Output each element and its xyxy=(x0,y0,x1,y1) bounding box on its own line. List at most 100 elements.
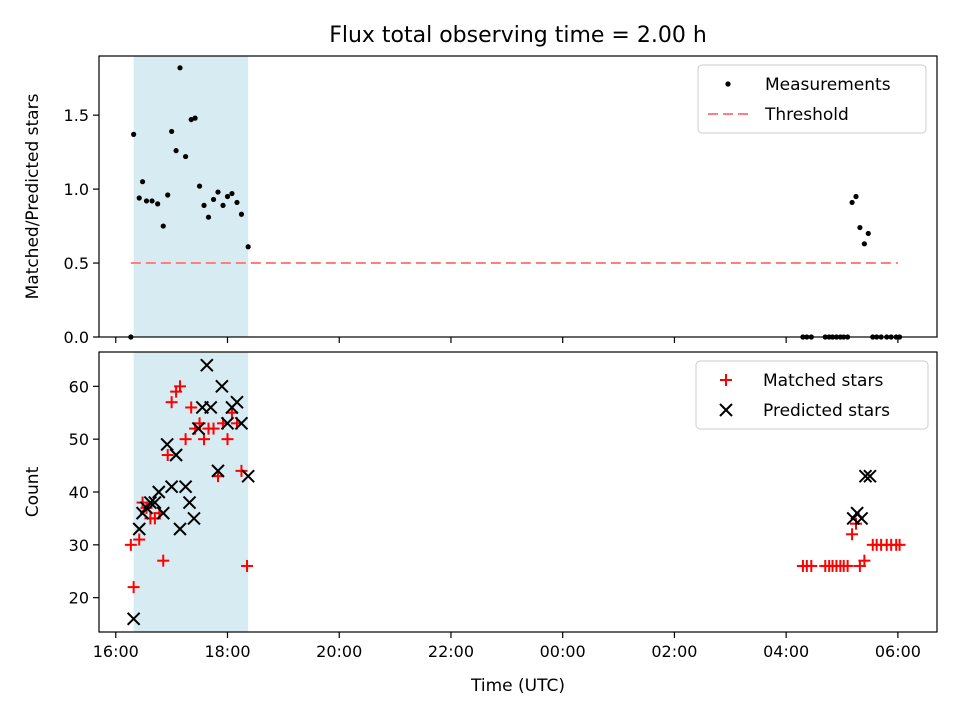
top-panel: 0.0 0.5 1.0 1.5 Matched/Predicted stars Mea… xyxy=(23,55,938,347)
x-axis-label: Time (UTC) xyxy=(470,676,565,696)
matched-star-point xyxy=(235,464,248,477)
matched-star-point xyxy=(174,380,187,393)
predicted-stars-points xyxy=(126,358,877,626)
legend-marker-matched xyxy=(720,374,732,386)
measurement-point xyxy=(205,214,212,220)
legend-marker-measurements xyxy=(725,81,731,87)
measurement-point xyxy=(849,199,855,206)
y-tick-label: 60 xyxy=(69,377,89,396)
measurement-point xyxy=(853,193,859,200)
predicted-star-point xyxy=(152,485,166,499)
measurement-point xyxy=(229,190,235,197)
x-tick-label: 20:00 xyxy=(316,642,362,661)
predicted-star-point xyxy=(182,495,197,510)
y-axis-label-top: Matched/Predicted stars xyxy=(23,93,43,299)
matched-star-point xyxy=(124,538,137,551)
matched-star-point xyxy=(241,559,254,572)
measurement-point xyxy=(861,241,867,247)
legend-label-measurements: Measurements xyxy=(765,75,891,95)
predicted-star-point xyxy=(854,511,869,526)
matched-star-point xyxy=(893,538,906,551)
legend-box-top xyxy=(697,64,927,134)
measurement-point xyxy=(143,198,150,204)
y-axis-top: 0.0 0.5 1.0 1.5 xyxy=(64,106,99,347)
matched-star-point xyxy=(858,554,871,567)
measurement-point xyxy=(131,131,137,137)
measurement-point xyxy=(234,199,240,206)
predicted-star-point xyxy=(241,469,255,483)
measurement-point xyxy=(245,244,251,250)
y-tick-label: 0.5 xyxy=(64,254,89,273)
predicted-star-point xyxy=(187,511,201,526)
predicted-star-point xyxy=(215,379,229,394)
matched-star-point xyxy=(805,559,818,572)
y-tick-label: 50 xyxy=(69,430,89,449)
predicted-star-point xyxy=(160,437,174,452)
measurement-point xyxy=(160,223,166,229)
predicted-star-point xyxy=(211,464,225,478)
matched-star-point xyxy=(179,433,192,446)
measurement-point xyxy=(139,179,146,185)
predicted-star-point xyxy=(169,448,183,462)
x-tick-label: 06:00 xyxy=(875,642,921,661)
x-tick-label: 02:00 xyxy=(651,642,697,661)
measurement-point xyxy=(215,189,221,195)
matched-star-point xyxy=(161,449,174,462)
bottom-panel: 20 30 40 50 60 16:00 18:00 20:00 22:00 00:00 02:0… xyxy=(23,351,938,696)
measurement-point xyxy=(182,153,189,160)
measurement-point xyxy=(149,198,155,204)
measurement-point xyxy=(210,196,217,203)
legend-box-bottom xyxy=(695,360,929,430)
predicted-star-point xyxy=(126,612,141,626)
matched-star-point xyxy=(221,433,234,446)
measurement-points xyxy=(128,65,903,340)
predicted-star-point xyxy=(148,495,162,510)
measurement-point xyxy=(865,230,871,237)
measurement-point xyxy=(238,211,245,217)
x-tick-label: 22:00 xyxy=(428,642,474,661)
x-axis-ticks-top xyxy=(115,337,899,343)
measurement-point xyxy=(188,116,194,123)
measurement-point xyxy=(177,65,183,71)
x-tick-label: 00:00 xyxy=(540,642,586,661)
legend-label-threshold: Threshold xyxy=(764,105,849,125)
y-tick-label: 40 xyxy=(69,483,89,502)
predicted-star-point xyxy=(230,395,244,409)
measurement-point xyxy=(201,202,207,208)
measurement-point xyxy=(136,195,142,201)
measurement-point xyxy=(196,183,203,189)
legend-marker-predicted xyxy=(719,403,733,417)
plot-frame-top xyxy=(98,55,938,338)
predicted-star-point xyxy=(220,416,235,431)
predicted-star-point xyxy=(204,400,218,415)
chart-title: Flux total observing time = 2.00 h xyxy=(329,23,707,48)
y-tick-label: 30 xyxy=(69,536,89,555)
y-axis-bottom: 20 30 40 50 60 xyxy=(69,377,99,608)
matched-star-point xyxy=(165,396,178,409)
predicted-star-point xyxy=(200,358,214,372)
matched-star-point xyxy=(133,533,146,546)
predicted-star-point xyxy=(178,480,193,494)
measurement-point xyxy=(192,115,198,121)
matched-star-point xyxy=(127,581,140,594)
legend-top: Measurements Threshold xyxy=(697,64,927,134)
legend-label-predicted: Predicted stars xyxy=(763,401,890,421)
predicted-star-point xyxy=(143,495,158,510)
x-tick-label: 18:00 xyxy=(204,642,250,661)
predicted-star-point xyxy=(132,522,146,536)
measurement-point xyxy=(165,192,171,198)
y-tick-label: 1.5 xyxy=(64,106,89,125)
legend-label-matched: Matched stars xyxy=(763,371,883,391)
x-tick-label: 04:00 xyxy=(763,642,809,661)
measurement-point xyxy=(220,202,226,208)
predicted-star-point xyxy=(863,469,877,483)
highlight-span-top xyxy=(133,56,249,337)
matched-star-point xyxy=(198,433,211,446)
y-tick-label: 0.0 xyxy=(64,328,89,347)
y-tick-label: 1.0 xyxy=(64,180,89,199)
measurement-point xyxy=(169,128,175,135)
measurement-point xyxy=(857,224,863,231)
y-axis-label-bottom: Count xyxy=(23,466,43,517)
measurement-point xyxy=(224,193,231,200)
